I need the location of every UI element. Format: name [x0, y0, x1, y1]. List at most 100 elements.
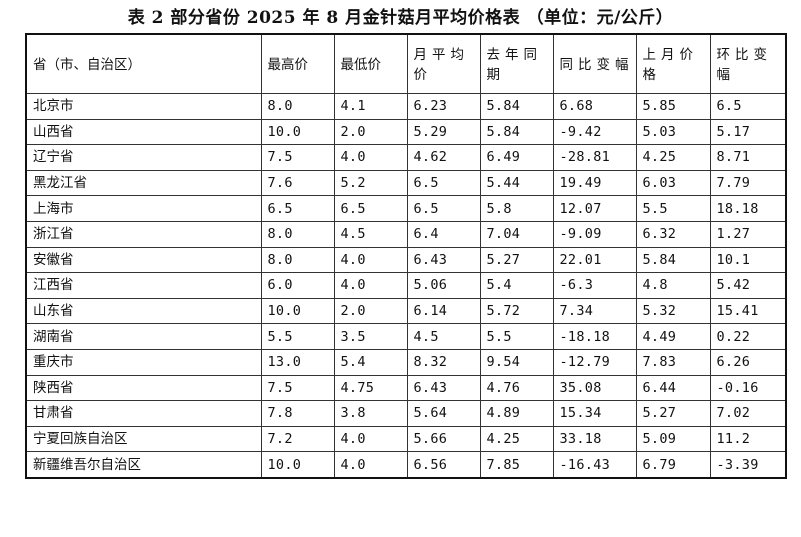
header-cell-mom-change: 环比变幅	[709, 33, 787, 94]
cell-last-year: 9.54	[479, 348, 554, 376]
price-table: 省（市、自治区） 最高价 最低价 月平均价 去年同期 同比变幅 上月价格 环比变…	[25, 33, 787, 479]
table-row: 宁夏回族自治区 7.2 4.0 5.66 4.25 33.18 5.09 11.2	[25, 425, 787, 453]
cell-min-price: 4.0	[333, 425, 408, 453]
header-cell-yoy-change: 同比变幅	[552, 33, 637, 94]
header-cell-region: 省（市、自治区）	[25, 33, 262, 94]
cell-region: 浙江省	[25, 220, 262, 248]
cell-region: 辽宁省	[25, 144, 262, 171]
header-cell-max-price: 最高价	[260, 33, 335, 94]
table-row: 甘肃省 7.8 3.8 5.64 4.89 15.34 5.27 7.02	[25, 400, 787, 427]
cell-monthly-average: 6.5	[406, 169, 481, 197]
cell-yoy-change: -16.43	[552, 451, 637, 479]
cell-last-year: 4.89	[479, 400, 554, 427]
cell-max-price: 7.6	[260, 169, 335, 197]
cell-yoy-change: -6.3	[552, 272, 637, 299]
cell-yoy-change: 19.49	[552, 169, 637, 197]
cell-yoy-change: -9.09	[552, 220, 637, 248]
cell-monthly-average: 6.5	[406, 195, 481, 222]
cell-last-year: 5.5	[479, 323, 554, 350]
cell-monthly-average: 5.06	[406, 272, 481, 299]
header-cell-min-price: 最低价	[333, 33, 408, 94]
cell-last-month: 6.03	[635, 169, 711, 197]
cell-yoy-change: 35.08	[552, 374, 637, 402]
cell-last-year: 7.85	[479, 451, 554, 479]
cell-last-year: 4.25	[479, 425, 554, 453]
cell-max-price: 13.0	[260, 348, 335, 376]
cell-region: 江西省	[25, 272, 262, 299]
cell-last-month: 6.79	[635, 451, 711, 479]
cell-yoy-change: 6.68	[552, 93, 637, 120]
table-body: 北京市 8.0 4.1 6.23 5.84 6.68 5.85 6.5 山西省 10.0 2.0 5.…	[25, 93, 787, 479]
cell-max-price: 8.0	[260, 220, 335, 248]
cell-max-price: 10.0	[260, 118, 335, 146]
cell-monthly-average: 5.64	[406, 400, 481, 427]
cell-monthly-average: 4.62	[406, 144, 481, 171]
table-row: 山东省 10.0 2.0 6.14 5.72 7.34 5.32 15.41	[25, 297, 787, 325]
table-row: 江西省 6.0 4.0 5.06 5.4 -6.3 4.8 5.42	[25, 272, 787, 299]
cell-region: 上海市	[25, 195, 262, 222]
cell-max-price: 7.8	[260, 400, 335, 427]
cell-region: 新疆维吾尔自治区	[25, 451, 262, 479]
cell-mom-change: 18.18	[709, 195, 787, 222]
cell-region: 重庆市	[25, 348, 262, 376]
table-row: 辽宁省 7.5 4.0 4.62 6.49 -28.81 4.25 8.71	[25, 144, 787, 171]
table-row: 陕西省 7.5 4.75 6.43 4.76 35.08 6.44 -0.16	[25, 374, 787, 402]
cell-last-month: 5.03	[635, 118, 711, 146]
cell-monthly-average: 6.43	[406, 374, 481, 402]
table-title: 表 2 部分省份 2025 年 8 月金针菇月平均价格表 （单位：元/公斤）	[127, 8, 674, 28]
cell-yoy-change: -9.42	[552, 118, 637, 146]
cell-max-price: 10.0	[260, 297, 335, 325]
table-row: 安徽省 8.0 4.0 6.43 5.27 22.01 5.84 10.1	[25, 246, 787, 274]
cell-yoy-change: 12.07	[552, 195, 637, 222]
header-cell-last-year: 去年同期	[479, 33, 554, 94]
cell-last-year: 5.72	[479, 297, 554, 325]
cell-region: 北京市	[25, 93, 262, 120]
table-row: 重庆市 13.0 5.4 8.32 9.54 -12.79 7.83 6.26	[25, 348, 787, 376]
table-row: 黑龙江省 7.6 5.2 6.5 5.44 19.49 6.03 7.79	[25, 169, 787, 197]
cell-last-month: 6.32	[635, 220, 711, 248]
cell-max-price: 8.0	[260, 246, 335, 274]
cell-mom-change: 8.71	[709, 144, 787, 171]
cell-mom-change: 11.2	[709, 425, 787, 453]
cell-mom-change: 6.5	[709, 93, 787, 120]
cell-last-year: 5.27	[479, 246, 554, 274]
cell-last-year: 4.76	[479, 374, 554, 402]
cell-mom-change: 1.27	[709, 220, 787, 248]
cell-region: 甘肃省	[25, 400, 262, 427]
cell-min-price: 4.5	[333, 220, 408, 248]
cell-mom-change: -3.39	[709, 451, 787, 479]
cell-last-year: 7.04	[479, 220, 554, 248]
cell-monthly-average: 8.32	[406, 348, 481, 376]
cell-yoy-change: 33.18	[552, 425, 637, 453]
cell-last-year: 5.84	[479, 118, 554, 146]
cell-mom-change: 0.22	[709, 323, 787, 350]
header-cell-last-month: 上月价格	[635, 33, 711, 94]
cell-max-price: 5.5	[260, 323, 335, 350]
cell-min-price: 5.2	[333, 169, 408, 197]
cell-last-year: 5.8	[479, 195, 554, 222]
cell-min-price: 4.0	[333, 144, 408, 171]
cell-mom-change: 5.17	[709, 118, 787, 146]
cell-last-month: 5.09	[635, 425, 711, 453]
cell-max-price: 7.5	[260, 144, 335, 171]
cell-region: 山东省	[25, 297, 262, 325]
cell-yoy-change: -18.18	[552, 323, 637, 350]
cell-yoy-change: 15.34	[552, 400, 637, 427]
cell-last-month: 4.25	[635, 144, 711, 171]
cell-min-price: 6.5	[333, 195, 408, 222]
cell-yoy-change: 22.01	[552, 246, 637, 274]
cell-min-price: 4.0	[333, 451, 408, 479]
cell-monthly-average: 5.66	[406, 425, 481, 453]
cell-last-year: 5.4	[479, 272, 554, 299]
table-header: 省（市、自治区） 最高价 最低价 月平均价 去年同期 同比变幅 上月价格 环比变…	[25, 33, 787, 94]
cell-last-year: 5.84	[479, 93, 554, 120]
cell-max-price: 7.2	[260, 425, 335, 453]
cell-last-month: 4.49	[635, 323, 711, 350]
table-row: 北京市 8.0 4.1 6.23 5.84 6.68 5.85 6.5	[25, 93, 787, 120]
cell-last-month: 5.5	[635, 195, 711, 222]
cell-mom-change: 5.42	[709, 272, 787, 299]
cell-min-price: 4.0	[333, 272, 408, 299]
cell-mom-change: -0.16	[709, 374, 787, 402]
cell-monthly-average: 5.29	[406, 118, 481, 146]
